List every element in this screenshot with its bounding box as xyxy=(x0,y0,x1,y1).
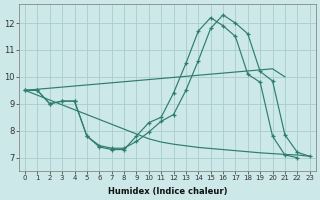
X-axis label: Humidex (Indice chaleur): Humidex (Indice chaleur) xyxy=(108,187,227,196)
